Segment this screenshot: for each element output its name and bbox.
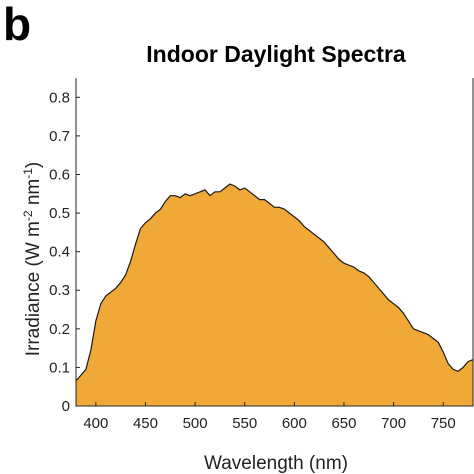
- y-tick-label: 0.4: [49, 244, 70, 261]
- axes-box: [75, 78, 474, 407]
- x-tick-label: 450: [133, 415, 158, 432]
- y-axis-label-sup2: -1: [21, 168, 35, 179]
- y-axis-label: Irradiance (W m-2 nm-1): [21, 162, 44, 357]
- x-tick-label: 600: [282, 415, 307, 432]
- y-tick-label: 0.6: [49, 166, 70, 183]
- x-tick-label: 400: [83, 415, 108, 432]
- y-axis-label-mid: nm: [23, 179, 44, 211]
- series-line: [75, 183, 474, 382]
- y-tick-label: 0.2: [49, 321, 70, 338]
- x-tick-label: 750: [431, 415, 456, 432]
- x-axis-ticks: 400 450 500 550 600 650 700 750: [83, 402, 456, 432]
- axes: 400 450 500 550 600 650 700 750 0 0.1 0.2 0.3 0.4 0.…: [49, 78, 474, 432]
- plot-area: [75, 183, 474, 406]
- y-axis-label-base: Irradiance (W m: [23, 221, 44, 356]
- x-tick-label: 500: [183, 415, 208, 432]
- y-axis-label-end: ): [23, 162, 44, 168]
- panel-label: b: [3, 0, 31, 50]
- x-tick-label: 550: [232, 415, 257, 432]
- y-axis-label-sup1: -2: [21, 210, 35, 221]
- y-tick-label: 0.1: [49, 359, 70, 376]
- y-tick-label: 0.3: [49, 282, 70, 299]
- y-axis-ticks: 0 0.1 0.2 0.3 0.4 0.5 0.6 0.7 0.8: [49, 89, 80, 415]
- x-tick-label: 650: [331, 415, 356, 432]
- chart-title: Indoor Daylight Spectra: [146, 41, 406, 67]
- area-fill: [76, 184, 473, 406]
- y-tick-label: 0.7: [49, 128, 70, 145]
- x-axis-label: Wavelength (nm): [204, 453, 348, 474]
- y-tick-label: 0.5: [49, 205, 70, 222]
- x-tick-label: 700: [381, 415, 406, 432]
- y-tick-label: 0: [62, 398, 70, 415]
- y-tick-label: 0.8: [49, 89, 70, 106]
